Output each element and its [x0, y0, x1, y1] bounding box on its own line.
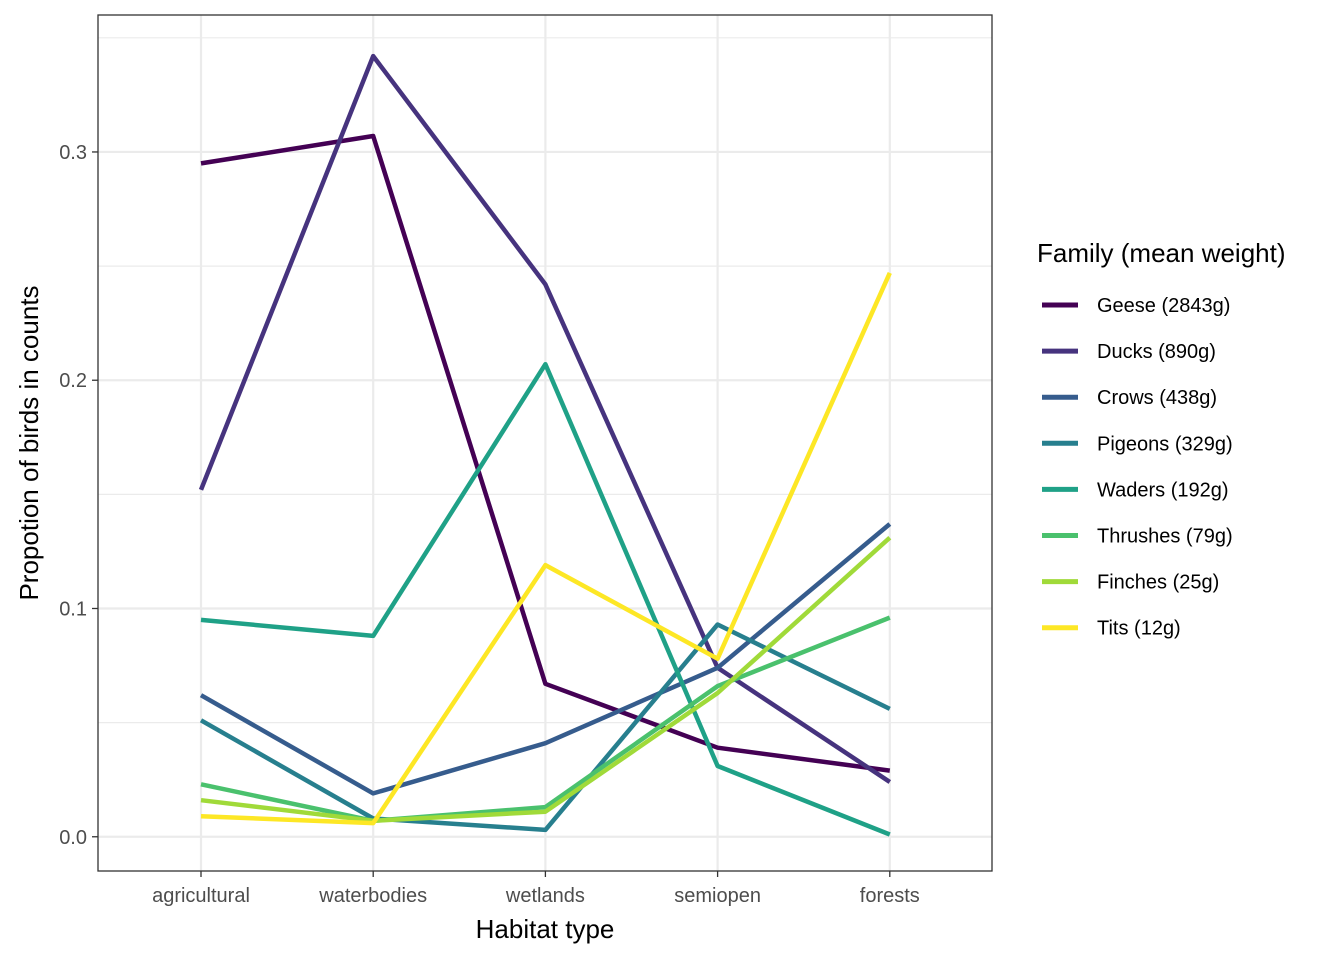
legend-label: Thrushes (79g)	[1097, 526, 1233, 548]
legend-label: Waders (192g)	[1097, 479, 1229, 501]
legend-title: Family (mean weight)	[1037, 238, 1286, 268]
x-tick-label: wetlands	[505, 885, 585, 907]
legend-label: Geese (2843g)	[1097, 295, 1230, 317]
series-line-3	[199, 522, 892, 796]
x-axis-title: Habitat type	[476, 914, 615, 944]
legend-label: Crows (438g)	[1097, 387, 1217, 409]
y-tick-label: 0.2	[59, 370, 87, 392]
legend-label: Tits (12g)	[1097, 618, 1181, 640]
y-axis-title: Propotion of birds in counts	[14, 285, 44, 600]
x-tick-label: semiopen	[674, 885, 761, 907]
series-line-7	[200, 536, 892, 824]
y-tick-label: 0.0	[59, 827, 87, 849]
legend-label: Ducks (890g)	[1097, 341, 1216, 363]
legend: Family (mean weight) Geese (2843g) Ducks …	[1037, 238, 1286, 640]
y-tick-label: 0.1	[59, 598, 87, 620]
legend-label: Pigeons (329g)	[1097, 433, 1233, 455]
series-line-5	[200, 361, 891, 837]
series-line-6	[200, 615, 891, 824]
x-tick-label: forests	[860, 885, 920, 907]
legend-label: Finches (25g)	[1097, 572, 1219, 594]
y-tick-label: 0.3	[59, 142, 87, 164]
x-tick-label: agricultural	[152, 885, 250, 907]
series-line-1	[200, 133, 891, 773]
series-lines	[198, 53, 892, 837]
x-tick-label: waterbodies	[318, 885, 427, 907]
series-line-2	[198, 53, 892, 784]
series-line-8	[200, 271, 892, 826]
series-line-4	[199, 622, 891, 833]
legend-items: Geese (2843g) Ducks (890g) Crows (438g) Pig…	[1042, 295, 1233, 640]
axes: 0.0 0.1 0.2 0.3 agricultural waterbodies wetla…	[59, 142, 920, 907]
